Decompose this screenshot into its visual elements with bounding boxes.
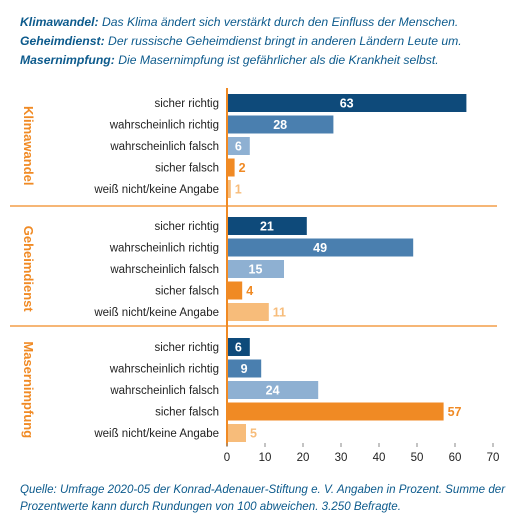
bar xyxy=(227,217,307,235)
bar xyxy=(227,381,319,399)
category-label: wahrscheinlich richtig xyxy=(109,120,219,132)
value-label: 57 xyxy=(448,405,462,419)
bar xyxy=(227,94,467,112)
statement-topic: Masernimpfung: xyxy=(20,53,115,67)
value-label: 11 xyxy=(273,306,286,320)
bar xyxy=(227,402,444,421)
category-label: weiß nicht/keine Angabe xyxy=(93,184,219,196)
value-label: 21 xyxy=(260,220,274,234)
bar xyxy=(227,180,231,198)
category-label: wahrscheinlich falsch xyxy=(109,385,219,397)
value-label: 9 xyxy=(241,362,248,376)
value-label: 6 xyxy=(235,140,242,154)
bar xyxy=(227,158,235,177)
group-title-0: Klimawandel xyxy=(21,106,36,185)
x-tick-label: 50 xyxy=(411,452,424,464)
value-label: 24 xyxy=(266,384,280,398)
chart-header: Klimawandel: Das Klima ändert sich verst… xyxy=(20,13,510,70)
x-tick-label: 10 xyxy=(259,452,272,464)
value-label: 4 xyxy=(246,284,253,298)
bar xyxy=(227,338,250,356)
grouped-bar-chart: Klimawandel sicher richtig 63 wahrscheinlic… xyxy=(10,88,500,464)
group-title-1: Geheimdienst xyxy=(21,226,36,313)
statement-text: Das Klima ändert sich verstärkt durch de… xyxy=(101,15,459,29)
bar xyxy=(227,137,250,155)
x-tick-label: 30 xyxy=(335,452,348,464)
category-label: wahrscheinlich richtig xyxy=(109,364,219,376)
value-label: 2 xyxy=(239,161,246,175)
statement-klimawandel: Klimawandel: Das Klima ändert sich verst… xyxy=(20,13,510,32)
bar xyxy=(227,303,269,321)
statement-masernimpfung: Masernimpfung: Die Masernimpfung ist gef… xyxy=(20,51,510,70)
statement-geheimdienst: Geheimdienst: Der russische Geheimdienst… xyxy=(20,32,510,51)
category-label: wahrscheinlich falsch xyxy=(109,264,219,276)
value-label: 63 xyxy=(340,97,354,111)
x-tick-label: 40 xyxy=(373,452,386,464)
bar xyxy=(227,115,334,134)
x-tick-label: 20 xyxy=(297,452,310,464)
value-label: 6 xyxy=(235,341,242,355)
bar xyxy=(227,260,284,278)
category-label: sicher richtig xyxy=(154,221,219,233)
value-label: 49 xyxy=(313,241,327,255)
category-label: wahrscheinlich falsch xyxy=(109,141,219,153)
x-tick-label: 70 xyxy=(487,452,500,464)
value-label: 5 xyxy=(250,427,257,441)
value-label: 28 xyxy=(273,118,287,132)
group-title-2: Masernimpfung xyxy=(21,341,36,438)
x-tick-label: 0 xyxy=(224,452,230,464)
bar xyxy=(227,238,414,257)
statement-topic: Klimawandel: xyxy=(20,15,99,29)
value-label: 1 xyxy=(235,183,242,197)
value-label: 15 xyxy=(249,263,263,277)
category-label: sicher richtig xyxy=(154,98,219,110)
category-label: weiß nicht/keine Angabe xyxy=(93,428,219,440)
category-label: sicher falsch xyxy=(155,286,219,298)
bar xyxy=(227,359,262,378)
bar xyxy=(227,281,243,300)
category-label: wahrscheinlich richtig xyxy=(109,243,219,255)
bar xyxy=(227,424,246,442)
statement-text: Der russische Geheimdienst bringt in and… xyxy=(108,34,462,48)
category-label: sicher richtig xyxy=(154,342,219,354)
statement-text: Die Masernimpfung ist gefährlicher als d… xyxy=(118,53,439,67)
source-note: Quelle: Umfrage 2020-05 der Konrad-Adena… xyxy=(20,483,506,513)
category-label: sicher falsch xyxy=(155,407,219,419)
statement-topic: Geheimdienst: xyxy=(20,34,105,48)
category-label: sicher falsch xyxy=(155,163,219,175)
category-label: weiß nicht/keine Angabe xyxy=(93,307,219,319)
x-tick-label: 60 xyxy=(449,452,462,464)
